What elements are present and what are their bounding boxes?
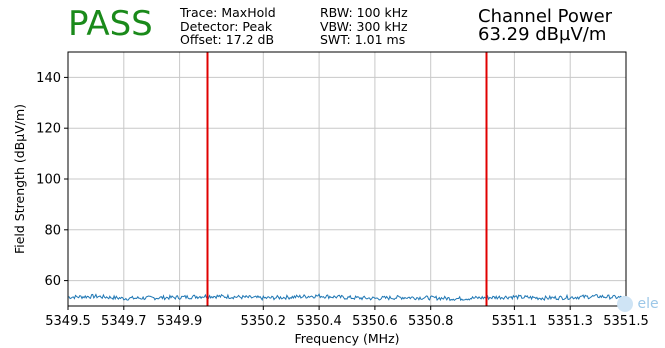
- channel-power: Channel Power 63.29 dBµV/m: [478, 8, 612, 44]
- tick-marks: [64, 76, 627, 310]
- channel-power-label: Channel Power: [478, 6, 613, 27]
- x-tick-label: 5351.1: [492, 314, 538, 329]
- settings-right: RBW: 100 kHz VBW: 300 kHz SWT: 1.01 ms: [320, 6, 408, 47]
- watermark: ele: [617, 296, 659, 312]
- marker-lines: [206, 52, 488, 306]
- y-tick-label: 120: [36, 122, 61, 137]
- y-axis-label: Field Strength (dBµV/m): [12, 104, 27, 254]
- x-tick-label: 5350.4: [296, 314, 342, 329]
- trace-line: [67, 293, 627, 302]
- x-tick-label: 5349.7: [101, 314, 147, 329]
- x-tick-label: 5350.2: [241, 314, 287, 329]
- y-tick-label: 140: [36, 71, 61, 86]
- swt-setting: SWT: 1.01 ms: [320, 32, 406, 47]
- x-tick-label: 5349.5: [45, 314, 91, 329]
- x-axis-label: Frequency (MHz): [294, 331, 399, 346]
- x-tick-label: 5350.6: [352, 314, 398, 329]
- pass-status: PASS: [68, 4, 153, 44]
- watermark-text: ele: [637, 296, 659, 312]
- x-tick-label: 5350.8: [408, 314, 454, 329]
- detector-setting: Detector: Peak: [180, 18, 273, 34]
- y-tick-label: 80: [44, 223, 61, 238]
- x-tick-label: 5351.5: [603, 314, 649, 329]
- watermark-logo-icon: [617, 296, 633, 312]
- rbw-setting: RBW: 100 kHz: [320, 5, 408, 20]
- y-tick-label: 60: [44, 274, 61, 289]
- trace-setting: Trace: MaxHold: [180, 5, 276, 20]
- offset-setting: Offset: 17.2 dB: [180, 32, 275, 47]
- channel-power-value: 63.29 dBµV/m: [478, 24, 607, 45]
- vbw-setting: VBW: 300 kHz: [320, 18, 408, 34]
- x-tick-label: 5351.3: [547, 314, 593, 329]
- settings-left: Trace: MaxHold Detector: Peak Offset: 17…: [180, 6, 276, 47]
- x-tick-label: 5349.9: [157, 314, 203, 329]
- grid-lines: [67, 52, 627, 306]
- y-tick-label: 100: [36, 173, 61, 188]
